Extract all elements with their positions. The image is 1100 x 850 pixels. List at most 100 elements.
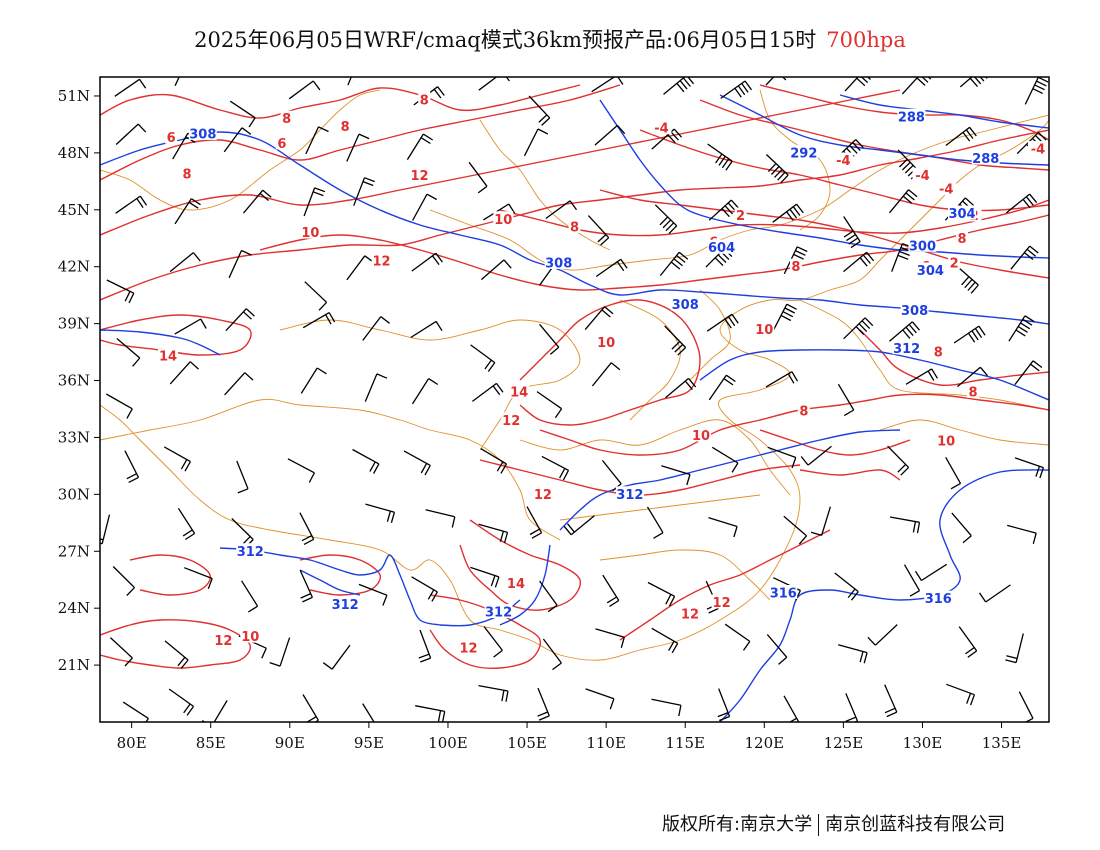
temperature-label: 12 bbox=[681, 607, 699, 622]
height-label-bg bbox=[707, 239, 736, 254]
map-title: 2025年06月05日WRF/cmaq模式36km预报产品:06月05日15时 7… bbox=[0, 24, 1100, 54]
wind-barb bbox=[177, 507, 196, 541]
height-label-bg bbox=[948, 205, 977, 220]
wind-barb bbox=[106, 279, 135, 304]
temperature-contour bbox=[100, 84, 581, 119]
temperature-contour bbox=[499, 199, 1049, 237]
temperature-label: 8 bbox=[282, 112, 291, 127]
wind-barb bbox=[302, 694, 319, 722]
wind-barb bbox=[647, 581, 676, 607]
wind-barb bbox=[888, 189, 918, 214]
boundary-line bbox=[799, 299, 1049, 411]
height-contour bbox=[219, 547, 441, 626]
y-tick-label: 51N bbox=[58, 87, 90, 105]
wind-barb bbox=[105, 393, 133, 419]
wind-barb bbox=[651, 128, 682, 150]
temperature-label: 10 bbox=[494, 213, 512, 228]
wind-barb bbox=[720, 80, 753, 99]
wind-barb bbox=[168, 688, 195, 716]
wind-barb bbox=[223, 127, 252, 153]
wind-barb bbox=[243, 189, 272, 214]
temperature-label: 12 bbox=[372, 255, 390, 270]
wind-barb bbox=[358, 583, 388, 606]
temperature-label-bg bbox=[1027, 141, 1048, 156]
wind-barb bbox=[174, 77, 180, 86]
temperature-label-bg bbox=[275, 135, 288, 150]
wind-barb bbox=[587, 215, 610, 246]
wind-barb bbox=[956, 366, 988, 388]
wind-barb bbox=[528, 95, 551, 126]
temperature-label-bg bbox=[213, 632, 234, 647]
height-label-bg bbox=[892, 340, 921, 355]
wind-barb bbox=[602, 574, 620, 607]
temperature-label-bg bbox=[501, 412, 522, 427]
x-tick-label: 90E bbox=[275, 734, 305, 752]
wind-barb bbox=[542, 638, 562, 671]
wind-barb bbox=[717, 688, 731, 722]
wind-barb bbox=[299, 512, 315, 545]
temperature-label: 10 bbox=[937, 435, 955, 450]
wind-barb bbox=[914, 563, 948, 582]
height-label: 308 bbox=[672, 298, 699, 313]
temperature-label: 12 bbox=[534, 488, 552, 503]
temperature-contour bbox=[299, 554, 382, 596]
temperature-label: 8 bbox=[570, 220, 579, 235]
y-axis-ticks: 51N 48N 45N 42N 39N 36N 33N 30N 27N 24N 21N bbox=[58, 87, 100, 674]
wind-barb bbox=[889, 321, 920, 342]
height-label-bg bbox=[236, 543, 265, 558]
x-tick-label: 130E bbox=[903, 734, 943, 752]
wind-barb bbox=[955, 264, 979, 294]
wind-barb bbox=[541, 455, 570, 481]
x-tick-label: 95E bbox=[354, 734, 384, 752]
wind-barb bbox=[837, 383, 855, 417]
wind-barb bbox=[412, 193, 438, 221]
temperature-label: 12 bbox=[214, 634, 232, 649]
height-label: 292 bbox=[790, 146, 817, 161]
wind-barb bbox=[174, 198, 201, 225]
x-tick-label: 125E bbox=[824, 734, 864, 752]
wind-barb bbox=[1008, 315, 1035, 342]
y-tick-label: 36N bbox=[58, 372, 90, 390]
wind-barb bbox=[305, 126, 329, 155]
temperature-contour bbox=[459, 519, 582, 611]
temperature-contour bbox=[100, 129, 1049, 301]
wind-barb bbox=[362, 703, 375, 722]
temperature-label: 14 bbox=[507, 577, 525, 592]
temperature-label-bg bbox=[458, 640, 479, 655]
height-contour bbox=[719, 469, 1049, 722]
temperature-label: 12 bbox=[459, 642, 477, 657]
wind-barb bbox=[536, 391, 563, 419]
temperature-contour bbox=[429, 594, 542, 669]
wind-barb bbox=[585, 688, 615, 710]
temperature-label: 6 bbox=[277, 137, 286, 152]
temperature-labels: 86888121010128-4-4-4-4-426-2826810108141… bbox=[158, 91, 1048, 657]
wind-barb bbox=[1014, 457, 1045, 479]
wind-barb bbox=[843, 216, 861, 249]
wind-barb bbox=[480, 448, 508, 474]
wind-barb bbox=[1024, 77, 1049, 105]
wind-barb bbox=[905, 368, 938, 385]
temperature-label: 8 bbox=[182, 167, 191, 182]
temperature-label-bg bbox=[418, 91, 431, 106]
wind-barb bbox=[362, 316, 390, 341]
wind-barb bbox=[480, 259, 512, 281]
temperature-label-bg bbox=[409, 167, 430, 182]
wind-barbs bbox=[100, 77, 1049, 722]
temperature-label-bg bbox=[532, 486, 553, 501]
wind-barb bbox=[810, 506, 832, 537]
wind-barb bbox=[347, 77, 352, 86]
wind-barb bbox=[353, 177, 375, 206]
wind-barb bbox=[891, 242, 913, 272]
wind-barb bbox=[115, 123, 147, 145]
wind-barb bbox=[478, 684, 509, 702]
temperature-label-bg bbox=[509, 383, 530, 398]
wind-barb bbox=[225, 308, 255, 332]
x-tick-label: 100E bbox=[428, 734, 468, 752]
height-label: 304 bbox=[948, 207, 975, 222]
wind-barb bbox=[365, 503, 396, 523]
wind-barb bbox=[109, 637, 133, 667]
wind-barb bbox=[901, 77, 932, 95]
wind-barb bbox=[595, 628, 625, 648]
wind-barb bbox=[958, 626, 978, 658]
temperature-label: 2 bbox=[736, 209, 745, 224]
